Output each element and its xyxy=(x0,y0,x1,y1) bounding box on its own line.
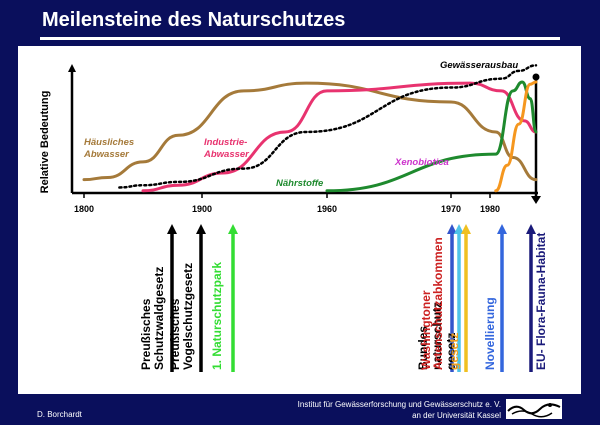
chart-background xyxy=(18,46,581,394)
milestone-label: Bundes xyxy=(416,326,430,370)
series-label: Gewässerausbau xyxy=(440,60,518,71)
present-arrow xyxy=(531,196,541,204)
milestone-label: Preußisches xyxy=(168,298,182,370)
milestone-label: EU- Flora-Fauna-Habitat xyxy=(534,233,548,370)
milestone-layer: Preußisches Schutzwaldgesetz Preußisches Vo… xyxy=(139,224,548,372)
milestone-arrow-head xyxy=(167,224,177,234)
milestone-label: Artenschutzabkommen xyxy=(431,237,445,370)
footer-institute-line2: an der Universität Kassel xyxy=(412,411,501,420)
milestone-label: Novellierung xyxy=(483,297,497,370)
axes: 1800 1900 1960 1970 1980 xyxy=(68,64,541,214)
series-label: Industrie- xyxy=(204,137,247,148)
y-axis-arrow xyxy=(68,64,76,72)
milestone-arrow-head xyxy=(228,224,238,234)
series-label: Häusliches xyxy=(84,137,134,148)
y-axis-label: Relative Bedeutung xyxy=(39,91,51,194)
present-marker xyxy=(532,73,540,81)
milestone-label: gesetz xyxy=(447,333,461,370)
milestone-arrow-head xyxy=(447,224,457,234)
institute-logo xyxy=(506,399,562,419)
series-label-line2: Abwasser xyxy=(83,149,130,160)
milestone-arrow-head xyxy=(461,224,471,234)
series-label-line2: Abwasser xyxy=(203,149,250,160)
x-tick-label: 1980 xyxy=(480,204,500,214)
milestone-arrow-head xyxy=(454,224,464,234)
x-tick-label: 1960 xyxy=(317,204,337,214)
series-label: Nährstoffe xyxy=(276,178,324,189)
series-label-layer: HäuslichesAbwasserIndustrie-AbwasserNähr… xyxy=(83,60,518,189)
x-tick-label: 1970 xyxy=(441,204,461,214)
milestone-label: naturschutz xyxy=(430,302,444,370)
milestone-label: 1. Naturschutzpark xyxy=(210,262,224,370)
series-label: Xenobiotica xyxy=(394,157,449,168)
title-rule xyxy=(40,37,560,40)
milestone-arrow-head xyxy=(526,224,536,234)
milestone-label: gesetz xyxy=(444,333,458,370)
series-line xyxy=(118,64,538,189)
footer-institute-line1: Institut für Gewässerforschung und Gewäs… xyxy=(297,400,501,409)
footer-author: D. Borchardt xyxy=(37,410,82,419)
x-tick-label: 1800 xyxy=(74,204,94,214)
milestone-label: Vogelschutzgesetz xyxy=(181,263,195,370)
footer-institute: Institut für Gewässerforschung und Gewäs… xyxy=(287,399,501,421)
milestone-label: Washingtoner xyxy=(419,290,433,370)
slide-title: Meilensteine des Naturschutzes xyxy=(42,9,346,31)
milestone-arrow-head xyxy=(196,224,206,234)
milestone-arrow-head xyxy=(497,224,507,234)
series-layer xyxy=(82,64,538,193)
series-line xyxy=(494,80,538,193)
milestone-label: Schutzwaldgesetz xyxy=(152,267,166,370)
milestone-label: Preußisches xyxy=(139,298,153,370)
series-line xyxy=(325,80,538,193)
x-tick-label: 1900 xyxy=(192,204,212,214)
